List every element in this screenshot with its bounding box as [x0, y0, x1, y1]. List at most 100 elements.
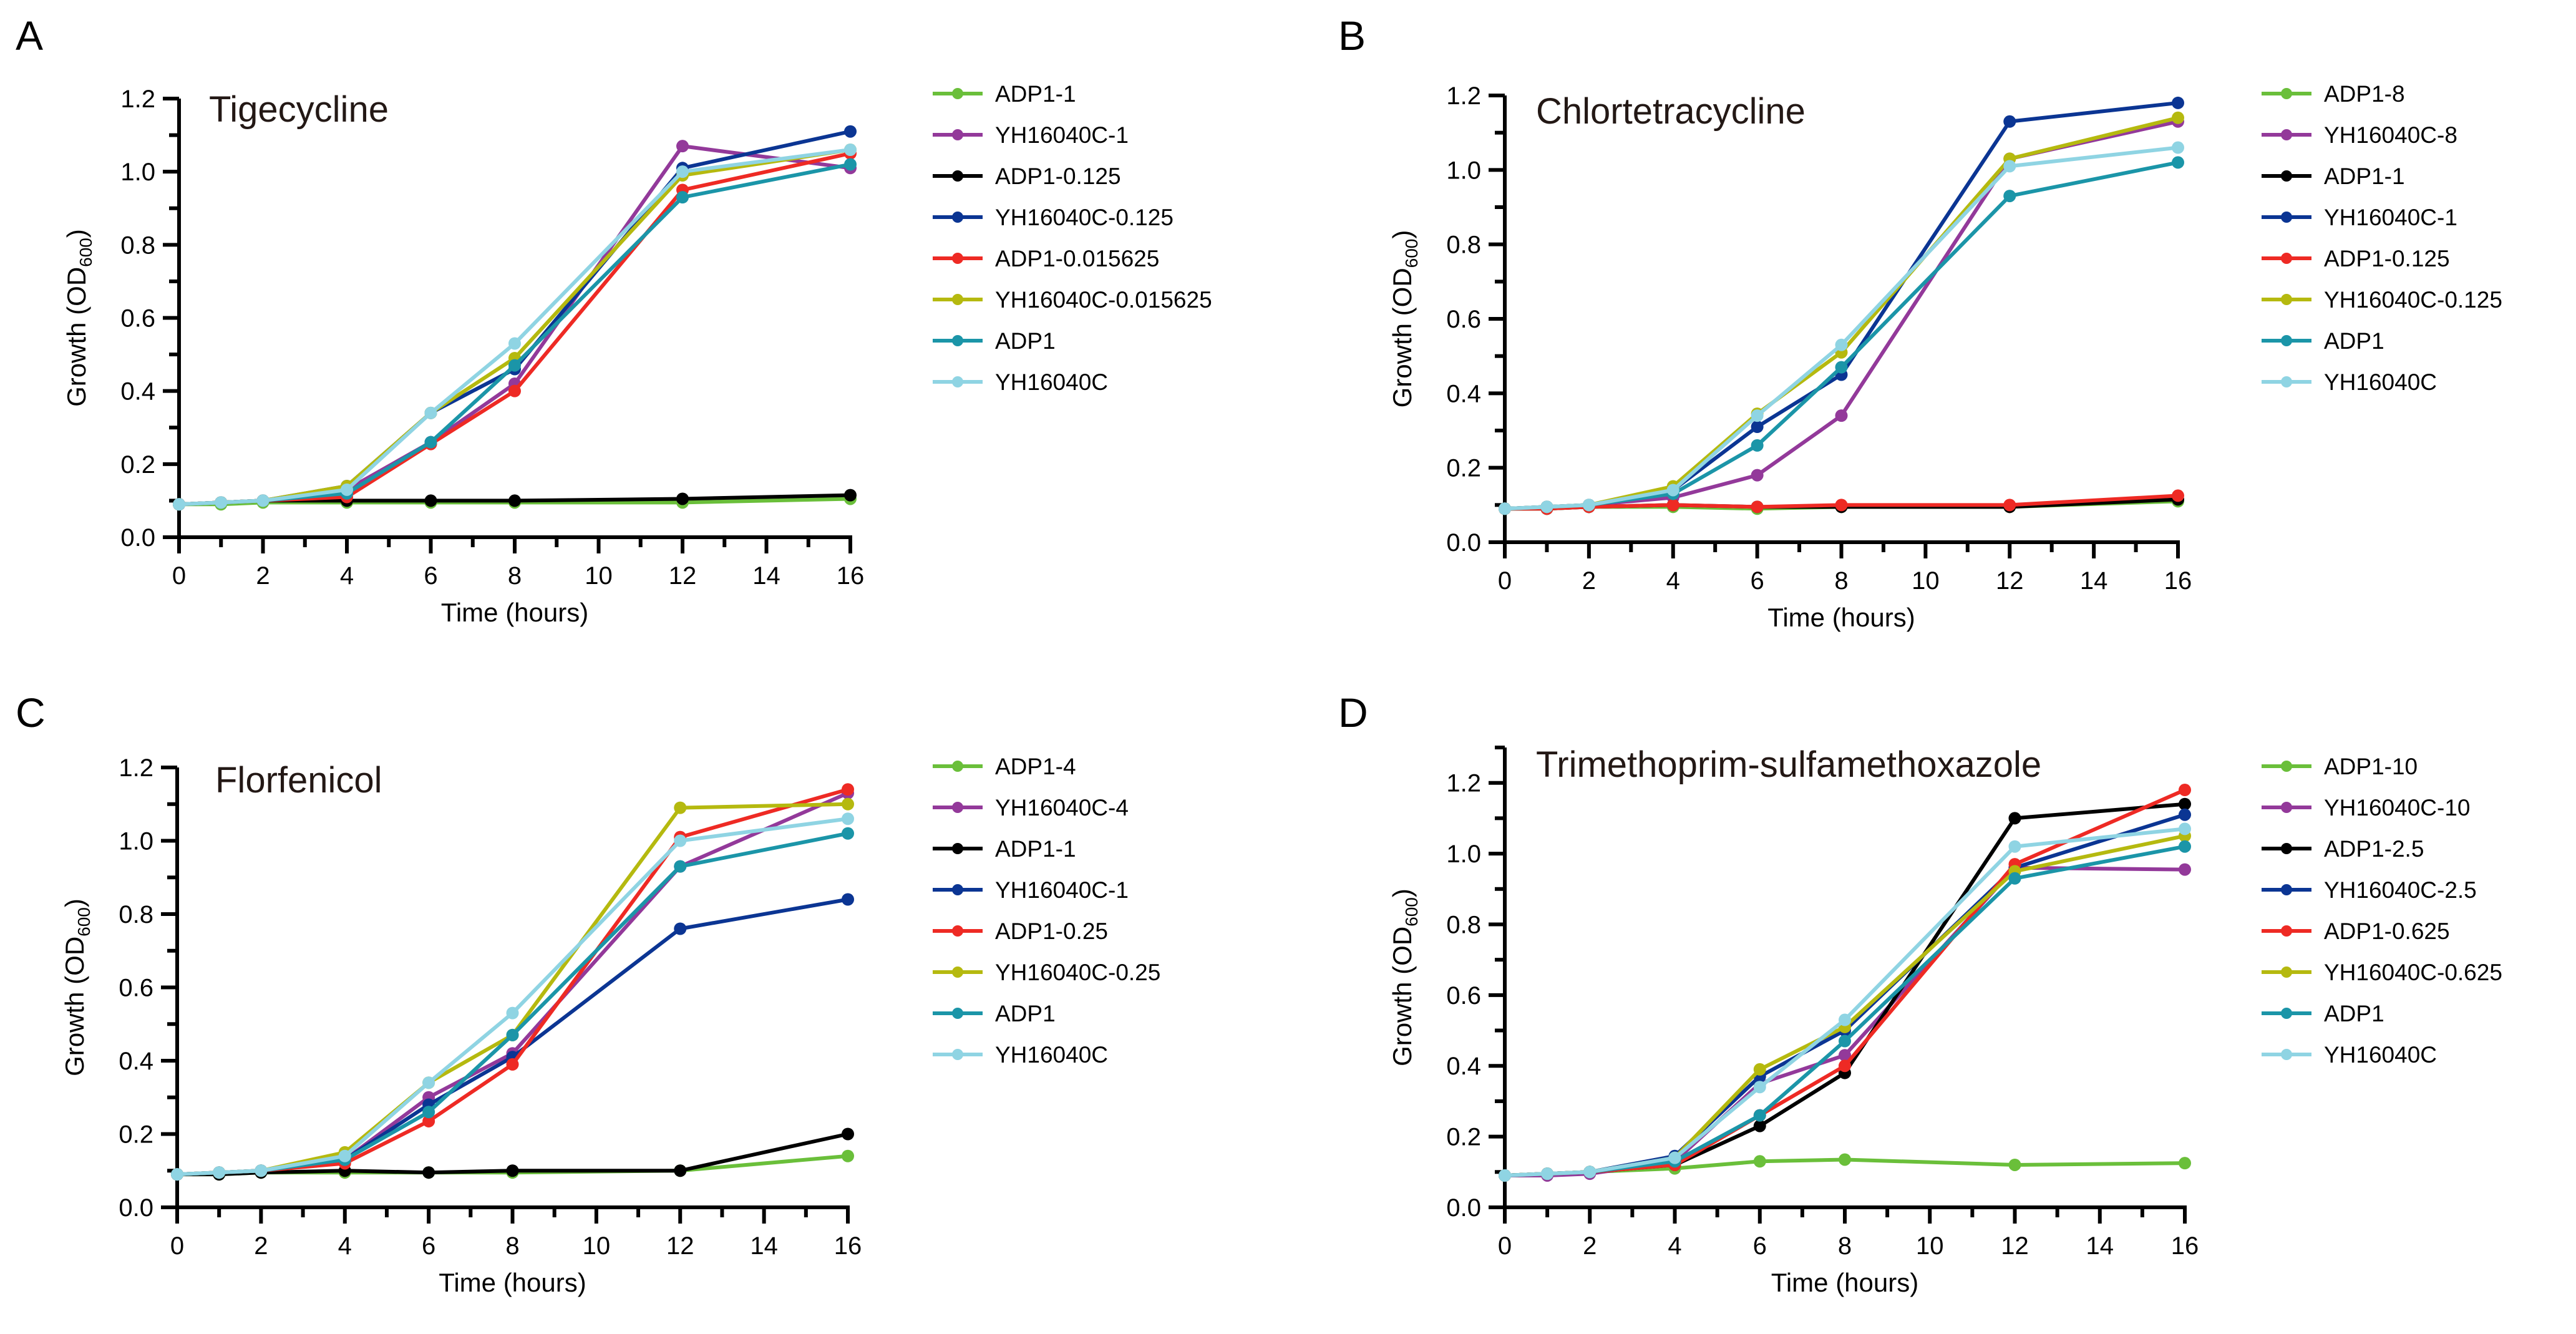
data-point — [2179, 822, 2191, 835]
y-tick-label: 0.8 — [1446, 231, 1481, 259]
panel-D: D Trimethoprim-sulfamethoxazole 0 2 4 6 8 10 12 1… — [1338, 689, 2502, 1297]
legend-marker — [952, 335, 963, 346]
series-YH16040C — [173, 144, 857, 511]
legend-marker — [2281, 88, 2292, 99]
legend-marker — [2281, 802, 2292, 813]
data-point — [842, 827, 854, 840]
x-tick-label: 0 — [1498, 567, 1512, 595]
data-point — [1835, 499, 1848, 512]
series-ADP1 — [1499, 156, 2184, 515]
x-tick-label: 2 — [254, 1232, 268, 1260]
y-tick-label: 0.6 — [119, 975, 153, 1002]
legend-marker — [2281, 1049, 2292, 1060]
y-tick-label: 0.4 — [119, 1048, 153, 1075]
y-tick-label: 1.0 — [1446, 840, 1481, 868]
data-point — [171, 1168, 183, 1181]
legend-marker — [952, 802, 963, 813]
y-tick-label: 0.6 — [1446, 306, 1481, 333]
data-point — [1668, 1151, 1681, 1164]
legend-label: ADP1 — [995, 1001, 1056, 1026]
x-tick-label: 16 — [2164, 567, 2192, 595]
x-tick-label: 12 — [666, 1232, 694, 1260]
series-YH16040C-0.015625 — [173, 144, 857, 511]
y-axis-label-subscript: 600 — [76, 238, 95, 267]
x-tick-label: 16 — [834, 1232, 862, 1260]
data-point — [338, 1149, 351, 1162]
legend-marker — [952, 129, 963, 140]
data-point — [422, 1106, 435, 1119]
legend-label: ADP1-0.125 — [2324, 246, 2450, 271]
legend-label: YH16040C — [2324, 369, 2437, 395]
data-point — [256, 494, 270, 507]
series-YH16040C — [171, 812, 854, 1181]
series-line — [1504, 160, 2179, 511]
x-axis-label: Time (hours) — [441, 598, 588, 627]
legend-marker — [952, 88, 963, 99]
legend-label: YH16040C-0.015625 — [995, 287, 1212, 313]
legend-label: YH16040C — [995, 1042, 1108, 1068]
series-line — [178, 148, 851, 507]
legend-marker — [2281, 253, 2292, 264]
data-point — [1753, 1109, 1766, 1122]
series-line — [1504, 827, 2185, 1177]
data-point — [1499, 502, 1511, 515]
data-point — [1751, 469, 1764, 482]
data-point — [844, 125, 857, 138]
data-point — [1839, 1153, 1851, 1166]
legend-label: YH16040C — [2324, 1042, 2437, 1068]
data-point — [424, 494, 437, 507]
x-tick-label: 16 — [2171, 1232, 2199, 1260]
data-point — [213, 1166, 226, 1179]
x-tick-label: 12 — [669, 562, 697, 590]
data-point — [422, 1076, 435, 1089]
legend-label: ADP1 — [2324, 1001, 2384, 1026]
data-point — [842, 1127, 854, 1141]
y-axis-label-end: ) — [1388, 889, 1417, 897]
legend-marker — [952, 1049, 963, 1060]
y-tick-label: 0.0 — [119, 1194, 153, 1222]
data-point — [1582, 499, 1595, 512]
y-tick-label: 0.6 — [120, 305, 155, 333]
x-tick-label: 10 — [583, 1232, 611, 1260]
legend-marker — [2281, 966, 2292, 978]
series-ADP1-0.015625 — [173, 147, 857, 511]
x-tick-label: 2 — [256, 562, 270, 590]
series-line — [1504, 100, 2179, 511]
series-YH16040C-4 — [171, 787, 854, 1181]
series-line — [1504, 844, 2185, 1177]
legend-marker — [2281, 376, 2292, 387]
y-axis-label-text: Growth (OD — [62, 267, 91, 407]
series-line — [1504, 802, 2185, 1177]
legend-marker — [2281, 129, 2292, 140]
legend-marker — [952, 761, 963, 772]
data-point — [2172, 156, 2184, 169]
legend-marker — [952, 1008, 963, 1019]
data-point — [2008, 840, 2021, 853]
data-point — [1583, 1166, 1597, 1179]
y-axis-label-text: Growth (OD — [1388, 268, 1417, 407]
y-tick-label: 1.0 — [119, 828, 153, 855]
panel-A: A Tigecycline 0 2 4 6 8 10 12 14 16 0.0 0.2 0.4 0.6 0.8… — [16, 12, 1212, 627]
chart-title: Tigecycline — [209, 89, 389, 130]
y-tick-label: 1.0 — [120, 158, 155, 186]
y-tick-label: 0.4 — [1446, 380, 1481, 407]
series-line — [178, 151, 851, 507]
panel-C: C Florfenicol 0 2 4 6 8 10 12 14 16 0.0 0.2 0.4 0.6 0.8… — [16, 689, 1160, 1297]
legend-label: YH16040C-0.25 — [995, 960, 1160, 985]
x-tick-label: 10 — [1912, 567, 1940, 595]
series-line — [178, 144, 851, 507]
y-tick-label: 0.2 — [1446, 455, 1481, 482]
data-point — [842, 812, 854, 825]
y-axis-label-end: ) — [60, 898, 89, 907]
legend-label: YH16040C-0.125 — [995, 205, 1174, 230]
x-axis-label: Time (hours) — [439, 1268, 586, 1297]
x-tick-label: 6 — [424, 562, 437, 590]
series-line — [1504, 834, 2185, 1177]
x-tick-label: 0 — [1498, 1232, 1512, 1260]
data-point — [1499, 1169, 1511, 1182]
legend-label: ADP1-0.625 — [2324, 918, 2450, 944]
data-point — [1541, 1167, 1554, 1181]
data-point — [842, 797, 854, 811]
series-ADP1 — [173, 158, 857, 511]
data-point — [2179, 863, 2191, 876]
